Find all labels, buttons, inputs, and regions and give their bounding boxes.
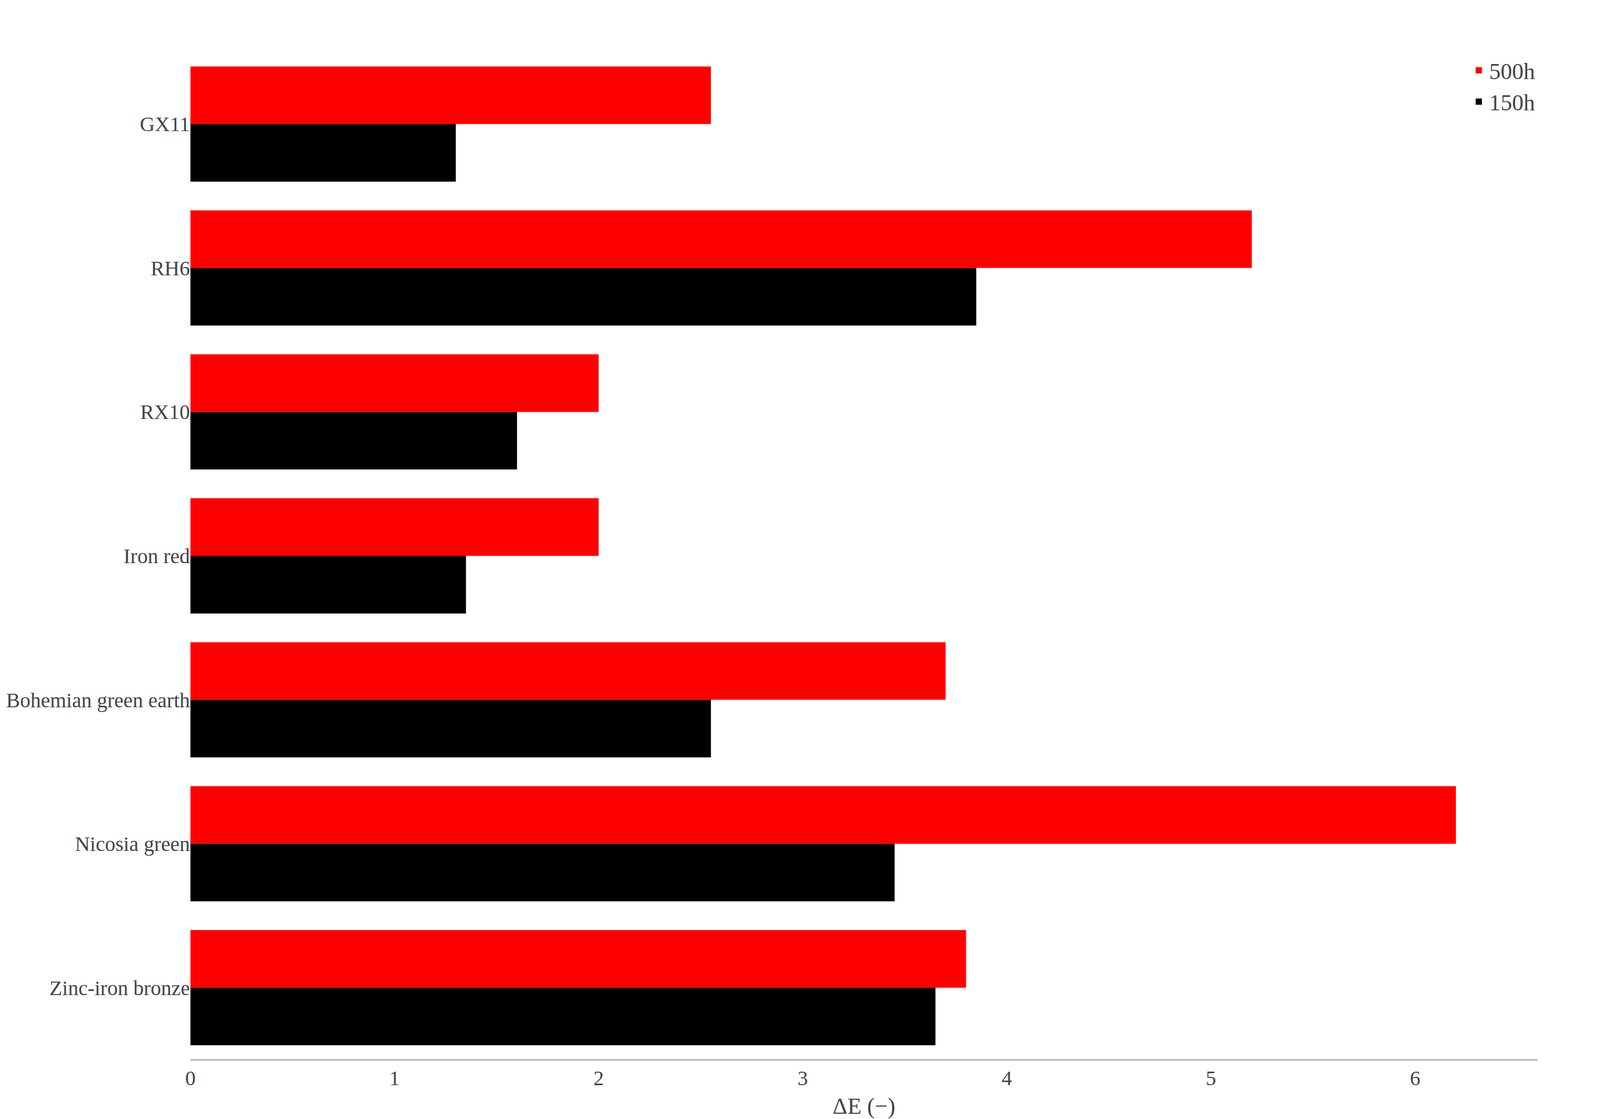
svg-text:500h: 500h — [1489, 58, 1535, 85]
svg-text:3: 3 — [797, 1066, 809, 1090]
svg-text:6: 6 — [1410, 1066, 1421, 1090]
svg-text:RH6: RH6 — [150, 256, 190, 280]
svg-text:0: 0 — [185, 1066, 196, 1090]
svg-text:Zinc-iron bronze: Zinc-iron bronze — [49, 976, 190, 1000]
svg-text:2: 2 — [593, 1066, 605, 1090]
svg-text:Nicosia green: Nicosia green — [74, 832, 190, 856]
svg-text:5: 5 — [1205, 1066, 1216, 1090]
svg-text:RX10: RX10 — [139, 400, 190, 424]
svg-text:Iron red: Iron red — [123, 544, 190, 568]
svg-text:1: 1 — [389, 1066, 400, 1090]
svg-text:ΔE (−): ΔE (−) — [832, 1093, 895, 1119]
svg-text:Bohemian green earth: Bohemian green earth — [6, 688, 190, 712]
svg-text:150h: 150h — [1489, 90, 1535, 116]
svg-text:4: 4 — [1001, 1066, 1013, 1090]
svg-text:GX11: GX11 — [139, 112, 190, 136]
